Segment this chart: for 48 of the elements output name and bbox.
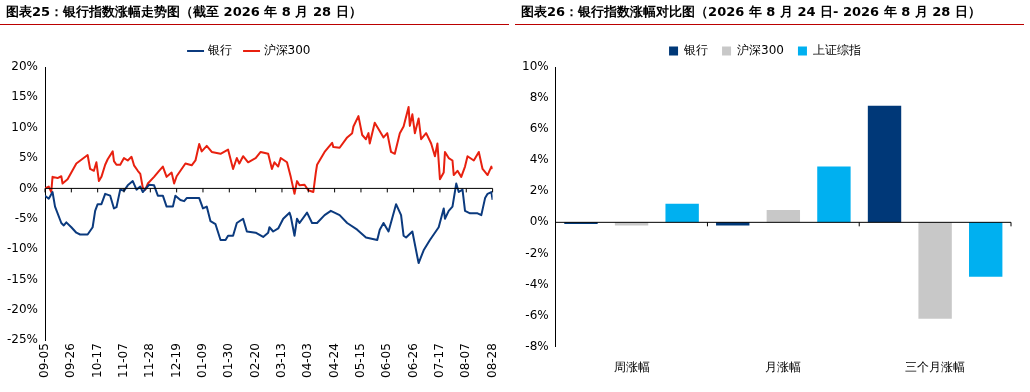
x-tick-label: 06-05: [379, 343, 394, 379]
x-tick-label: 02-20: [247, 343, 262, 379]
x-tick-label: 08-28: [484, 343, 499, 379]
x-tick-label: 04-24: [326, 343, 341, 379]
x-tick-label: 07-17: [432, 343, 447, 379]
x-tick-label: 08-07: [458, 343, 473, 379]
x-tick-label: 05-15: [353, 343, 368, 379]
legend-label: 银行: [206, 43, 232, 58]
y-tick-label: 4%: [529, 152, 549, 167]
y-tick-label: 2%: [529, 183, 549, 198]
y-tick-label: 20%: [11, 59, 38, 74]
x-tick-label: 11-28: [142, 343, 157, 379]
x-tick-label: 06-26: [405, 343, 420, 379]
y-tick-label: -8%: [525, 338, 549, 353]
x-tick-label: 01-09: [195, 343, 210, 379]
y-tick-label: 10%: [522, 59, 549, 74]
x-tick-label: 周涨幅: [613, 359, 650, 374]
x-tick-label: 09-26: [63, 343, 78, 379]
legend-label: 沪深300: [737, 43, 784, 58]
y-tick-label: -10%: [6, 241, 38, 256]
y-tick-label: 0%: [529, 214, 549, 229]
y-tick-label: -15%: [6, 271, 38, 286]
y-tick-label: -25%: [6, 332, 38, 347]
x-tick-label: 三个月涨幅: [905, 359, 966, 374]
x-tick-label: 11-07: [116, 343, 131, 379]
x-tick-label: 10-17: [89, 343, 104, 379]
x-tick-label: 01-30: [221, 343, 236, 379]
y-tick-label: 15%: [11, 89, 38, 104]
x-tick-label: 月涨幅: [765, 359, 802, 374]
legend-label: 银行: [683, 43, 709, 58]
x-tick-label: 04-03: [300, 343, 315, 379]
x-tick-label: 12-19: [168, 343, 183, 379]
y-tick-label: 8%: [529, 90, 549, 105]
chart-title: 图表26：银行指数涨幅对比图（2026 年 8 月 24 日- 2026 年 8 月 28 日）: [515, 0, 1024, 25]
y-tick-label: -20%: [6, 301, 38, 316]
y-tick-label: -5%: [14, 210, 38, 225]
y-tick-label: 6%: [529, 121, 549, 136]
legend-label: 沪深300: [263, 43, 311, 58]
y-tick-label: 0%: [18, 180, 38, 195]
x-tick-label: 09-05: [37, 343, 52, 379]
y-tick-label: 10%: [11, 119, 38, 134]
y-tick-label: -6%: [525, 307, 549, 322]
y-tick-label: -2%: [525, 245, 549, 260]
chart-title: 图表25：银行指数涨幅走势图（截至 2026 年 8 月 28 日）: [0, 0, 509, 25]
x-tick-label: 03-13: [274, 343, 289, 379]
legend-label: 上证综指: [812, 43, 861, 58]
y-tick-label: -4%: [525, 276, 549, 291]
y-tick-label: 5%: [18, 150, 38, 165]
